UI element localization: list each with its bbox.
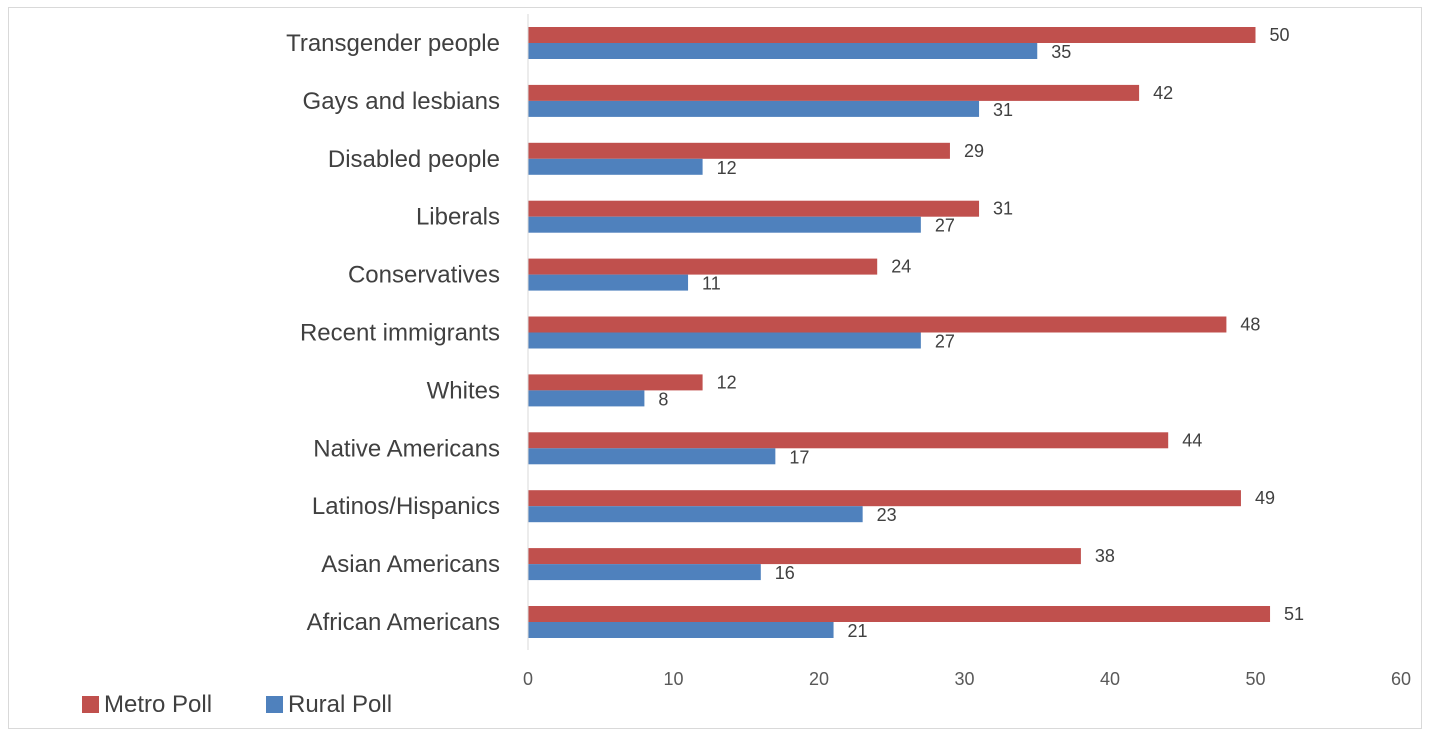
- x-tick-label-60: 60: [1391, 669, 1411, 689]
- data-label-rural-poll-transgender-people: 35: [1051, 42, 1071, 62]
- data-label-metro-poll-gays-and-lesbians: 42: [1153, 83, 1173, 103]
- category-label-latinos-hispanics: Latinos/Hispanics: [312, 493, 500, 520]
- legend: Metro Poll Rural Poll: [82, 691, 392, 718]
- bar-metro-poll-liberals: [528, 200, 980, 217]
- category-label-disabled-people: Disabled people: [328, 146, 500, 173]
- category-label-native-americans: Native Americans: [313, 435, 500, 462]
- data-label-metro-poll-disabled-people: 29: [964, 141, 984, 161]
- data-label-metro-poll-latinos-hispanics: 49: [1255, 488, 1275, 508]
- bar-rural-poll-asian-americans: [528, 564, 761, 581]
- data-label-metro-poll-conservatives: 24: [891, 257, 911, 277]
- data-label-rural-poll-native-americans: 17: [789, 447, 809, 467]
- data-label-metro-poll-liberals: 31: [993, 199, 1013, 219]
- bar-metro-poll-conservatives: [528, 258, 878, 275]
- x-tick-label-40: 40: [1100, 669, 1120, 689]
- bar-metro-poll-transgender-people: [528, 27, 1256, 43]
- bar-metro-poll-native-americans: [528, 432, 1169, 449]
- bar-metro-poll-disabled-people: [528, 142, 950, 159]
- data-label-metro-poll-native-americans: 44: [1182, 430, 1202, 450]
- category-label-conservatives: Conservatives: [348, 262, 500, 289]
- category-label-asian-americans: Asian Americans: [321, 551, 500, 578]
- data-label-rural-poll-african-americans: 21: [848, 621, 868, 641]
- bar-metro-poll-latinos-hispanics: [528, 490, 1241, 507]
- data-label-rural-poll-asian-americans: 16: [775, 563, 795, 583]
- data-label-metro-poll-recent-immigrants: 48: [1240, 315, 1260, 335]
- bars-layer: [528, 27, 1271, 638]
- category-label-whites: Whites: [427, 377, 500, 404]
- bar-rural-poll-whites: [528, 390, 645, 407]
- x-tick-label-10: 10: [663, 669, 683, 689]
- bar-rural-poll-transgender-people: [528, 43, 1038, 59]
- data-label-rural-poll-whites: 8: [658, 389, 668, 409]
- bar-rural-poll-native-americans: [528, 448, 776, 465]
- data-label-metro-poll-whites: 12: [717, 372, 737, 392]
- x-tick-label-50: 50: [1245, 669, 1265, 689]
- bar-metro-poll-gays-and-lesbians: [528, 84, 1140, 101]
- x-axis-ticks: 0 10 20 30 40 50 60: [523, 669, 1411, 689]
- bar-metro-poll-recent-immigrants: [528, 316, 1227, 333]
- legend-label-rural-poll: Rural Poll: [288, 691, 392, 718]
- bar-metro-poll-whites: [528, 374, 703, 391]
- data-label-rural-poll-disabled-people: 12: [717, 158, 737, 178]
- legend-swatch-metro-poll: [82, 696, 99, 713]
- x-tick-label-30: 30: [954, 669, 974, 689]
- x-tick-label-20: 20: [809, 669, 829, 689]
- data-label-metro-poll-asian-americans: 38: [1095, 546, 1115, 566]
- bar-rural-poll-recent-immigrants: [528, 332, 921, 349]
- labels-layer: Transgender people 50 35 Gays and lesbians 4…: [286, 25, 1304, 641]
- data-label-rural-poll-latinos-hispanics: 23: [877, 505, 897, 525]
- bar-rural-poll-african-americans: [528, 622, 834, 638]
- x-tick-label-0: 0: [523, 669, 533, 689]
- legend-swatch-rural-poll: [266, 696, 283, 713]
- legend-label-metro-poll: Metro Poll: [104, 691, 212, 718]
- category-label-liberals: Liberals: [416, 204, 500, 231]
- category-label-gays-and-lesbians: Gays and lesbians: [303, 88, 500, 115]
- bar-rural-poll-latinos-hispanics: [528, 506, 863, 523]
- data-label-rural-poll-conservatives: 11: [702, 274, 721, 294]
- bar-rural-poll-liberals: [528, 216, 921, 233]
- bar-rural-poll-disabled-people: [528, 158, 703, 175]
- bar-metro-poll-african-americans: [528, 606, 1271, 622]
- data-label-metro-poll-transgender-people: 50: [1270, 25, 1290, 45]
- category-label-transgender-people: Transgender people: [286, 30, 500, 57]
- category-label-african-americans: African Americans: [307, 609, 500, 636]
- bar-rural-poll-conservatives: [528, 274, 689, 291]
- data-label-rural-poll-recent-immigrants: 27: [935, 332, 955, 352]
- data-label-rural-poll-liberals: 27: [935, 216, 955, 236]
- bar-rural-poll-gays-and-lesbians: [528, 100, 980, 117]
- category-label-recent-immigrants: Recent immigrants: [300, 320, 500, 347]
- data-label-rural-poll-gays-and-lesbians: 31: [993, 100, 1013, 120]
- data-label-metro-poll-african-americans: 51: [1284, 604, 1304, 624]
- bar-metro-poll-asian-americans: [528, 548, 1081, 565]
